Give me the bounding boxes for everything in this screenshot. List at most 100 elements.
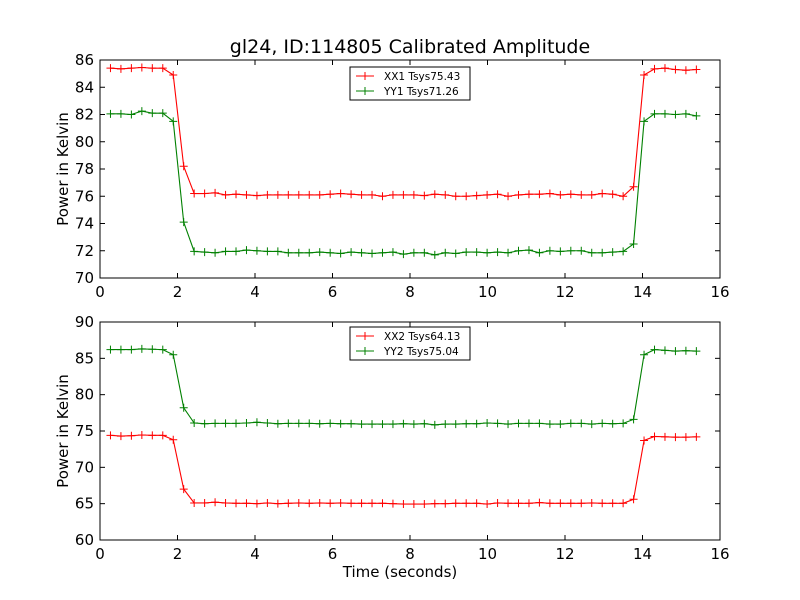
- data-point: [671, 65, 680, 74]
- data-point: [273, 419, 282, 428]
- data-point: [242, 419, 251, 428]
- chart-title: gl24, ID:114805 Calibrated Amplitude: [230, 36, 590, 58]
- y-tick-label: 76: [75, 187, 94, 205]
- y-tick-label: 80: [75, 386, 94, 404]
- data-point: [388, 499, 397, 508]
- data-point: [566, 499, 575, 508]
- data-point: [294, 419, 303, 428]
- data-point: [681, 109, 690, 118]
- data-point: [242, 246, 251, 255]
- data-point: [148, 431, 157, 440]
- data-point: [420, 191, 429, 200]
- data-point: [493, 190, 502, 199]
- data-point: [368, 499, 377, 508]
- data-point: [263, 247, 272, 256]
- x-tick-label: 8: [405, 283, 415, 301]
- data-point: [127, 64, 136, 73]
- data-point: [232, 190, 241, 199]
- data-point: [200, 498, 209, 507]
- y-tick-label: 84: [75, 78, 94, 96]
- data-point: [106, 345, 115, 354]
- data-point: [263, 190, 272, 199]
- top-plot: 0 2 4 6 8 10 12 14 16 70 72 74 76 78 80 82 84 86 Power in …: [54, 51, 730, 301]
- legend-marker: [361, 347, 369, 355]
- data-point: [252, 191, 261, 200]
- data-point: [451, 420, 460, 429]
- y-tick-label: 85: [75, 349, 94, 367]
- data-point: [315, 498, 324, 507]
- data-point: [294, 248, 303, 257]
- data-point: [608, 419, 617, 428]
- data-point: [347, 499, 356, 508]
- data-point: [305, 190, 314, 199]
- data-point: [315, 190, 324, 199]
- data-point: [441, 248, 450, 257]
- data-point: [619, 247, 628, 256]
- data-point: [378, 499, 387, 508]
- legend-1: XX2 Tsys64.13 YY2 Tsys75.04: [349, 326, 471, 361]
- data-point: [137, 344, 146, 353]
- data-point: [232, 499, 241, 508]
- data-point: [524, 419, 533, 428]
- bottom-plot: 0 2 4 6 8 10 12 14 16 60 65 70 75 80 85 90 Power in Kelv…: [54, 313, 730, 581]
- y-tick-label: 70: [75, 458, 94, 476]
- x-tick-label: 10: [478, 545, 497, 563]
- data-point: [608, 248, 617, 257]
- data-point: [640, 117, 649, 126]
- x-tick-label: 6: [328, 545, 338, 563]
- data-point: [660, 432, 669, 441]
- x-tick-label: 14: [633, 283, 652, 301]
- legend-box: [349, 66, 471, 101]
- data-point: [305, 499, 314, 508]
- data-point: [409, 190, 418, 199]
- data-point: [671, 433, 680, 442]
- data-point: [378, 420, 387, 429]
- data-point: [524, 246, 533, 255]
- data-point: [451, 499, 460, 508]
- data-point: [545, 499, 554, 508]
- data-point: [462, 419, 471, 428]
- data-point: [252, 499, 261, 508]
- data-point: [127, 431, 136, 440]
- y-tick-label: 90: [75, 313, 94, 331]
- data-point: [148, 345, 157, 354]
- data-point: [650, 432, 659, 441]
- data-point: [221, 498, 230, 507]
- data-point: [368, 249, 377, 258]
- data-point: [514, 499, 523, 508]
- legend-0: XX1 Tsys75.43 YY1 Tsys71.26: [349, 66, 471, 101]
- data-point: [200, 419, 209, 428]
- data-point: [493, 248, 502, 257]
- data-point: [598, 189, 607, 198]
- x-tick-label: 4: [250, 545, 260, 563]
- data-point: [106, 431, 115, 440]
- data-point: [514, 419, 523, 428]
- data-point: [587, 190, 596, 199]
- data-point: [116, 109, 125, 118]
- x-tick-label: 2: [173, 283, 183, 301]
- y-tick-label: 65: [75, 495, 94, 513]
- legend-entry: YY1 Tsys71.26: [383, 86, 459, 98]
- data-point: [305, 419, 314, 428]
- data-point: [629, 182, 638, 191]
- x-tick-label: 16: [710, 545, 729, 563]
- legend-entry: XX1 Tsys75.43: [384, 71, 460, 83]
- data-point: [190, 498, 199, 507]
- data-point: [566, 419, 575, 428]
- legend-entry: YY2 Tsys75.04: [383, 346, 459, 358]
- data-point: [660, 346, 669, 355]
- data-point: [462, 499, 471, 508]
- data-point: [347, 248, 356, 257]
- data-point: [577, 499, 586, 508]
- data-point: [169, 435, 178, 444]
- data-point: [619, 192, 628, 201]
- data-point: [211, 419, 220, 428]
- y-tick-label: 80: [75, 133, 94, 151]
- data-point: [451, 192, 460, 201]
- data-point: [566, 190, 575, 199]
- y-tick-label: 72: [75, 242, 94, 260]
- data-point: [273, 190, 282, 199]
- data-point: [315, 419, 324, 428]
- data-point: [326, 419, 335, 428]
- x-tick-label: 14: [633, 545, 652, 563]
